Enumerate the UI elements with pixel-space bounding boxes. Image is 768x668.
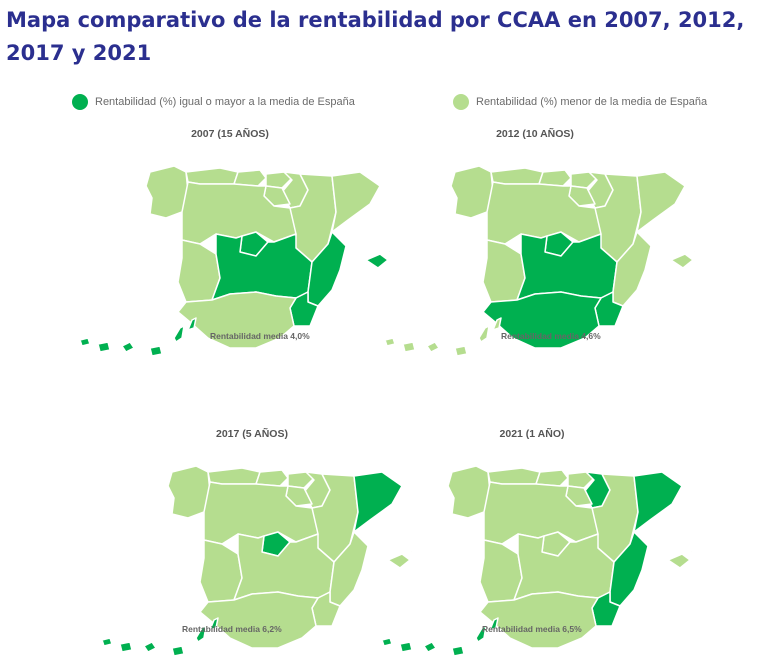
- region-cataluna: [633, 471, 683, 533]
- legend-below: Rentabilidad (%) menor de la media de Es…: [453, 94, 707, 110]
- region-asturias: [487, 467, 541, 485]
- region-pais-vasco: [265, 171, 293, 189]
- region-andalucia: [482, 291, 602, 349]
- spain-map: [79, 165, 390, 357]
- page-title: Mapa comparativo de la rentabilidad por …: [6, 8, 745, 65]
- region-baleares: [670, 248, 695, 269]
- legend-above-label: Rentabilidad (%) igual o mayor a la medi…: [95, 96, 355, 108]
- average-label: Rentabilidad media 4,6%: [501, 331, 601, 341]
- map-panel-2012: 2012 (10 AÑOS) Rentabilidad media 4,6%: [375, 128, 695, 368]
- panel-title: 2021 (1 AÑO): [499, 428, 565, 440]
- legend-above: Rentabilidad (%) igual o mayor a la medi…: [72, 94, 355, 110]
- legend-above-swatch: [72, 94, 88, 110]
- region-cataluna: [636, 171, 686, 233]
- region-cantabria: [535, 469, 569, 487]
- region-galicia: [145, 165, 189, 219]
- map-panel-2021: 2021 (1 AÑO) Rentabilidad media 6,5%: [372, 428, 692, 668]
- region-baleares: [365, 248, 390, 269]
- region-extremadura: [482, 239, 526, 303]
- region-asturias: [185, 167, 239, 185]
- legend-below-swatch: [453, 94, 469, 110]
- region-extremadura: [479, 539, 523, 603]
- region-andalucia: [199, 591, 319, 649]
- region-cataluna: [331, 171, 381, 233]
- panel-title: 2012 (10 AÑOS): [496, 128, 574, 140]
- legend-below-label: Rentabilidad (%) menor de la media de Es…: [476, 96, 708, 108]
- region-andalucia: [177, 291, 297, 349]
- panel-title: 2007 (15 AÑOS): [191, 128, 269, 140]
- region-baleares: [387, 548, 412, 569]
- region-galicia: [447, 465, 491, 519]
- map-panel-2007: 2007 (15 AÑOS) Rentabilidad media 4,0%: [70, 128, 390, 368]
- region-asturias: [207, 467, 261, 485]
- average-label: Rentabilidad media 6,2%: [182, 624, 282, 634]
- spain-map: [381, 465, 692, 657]
- region-cantabria: [538, 169, 572, 187]
- region-cantabria: [255, 469, 289, 487]
- region-extremadura: [177, 239, 221, 303]
- region-canarias: [101, 617, 219, 657]
- panel-title: 2017 (5 AÑOS): [216, 428, 288, 440]
- region-pais-vasco: [567, 471, 595, 489]
- region-asturias: [490, 167, 544, 185]
- region-baleares: [667, 548, 692, 569]
- spain-map: [384, 165, 695, 357]
- region-pais-vasco: [570, 171, 598, 189]
- region-extremadura: [199, 539, 243, 603]
- region-cataluna: [353, 471, 403, 533]
- region-andalucia: [479, 591, 599, 649]
- region-canarias: [384, 317, 502, 357]
- region-pais-vasco: [287, 471, 315, 489]
- spain-map: [101, 465, 412, 657]
- region-canarias: [79, 317, 197, 357]
- region-cantabria: [233, 169, 267, 187]
- average-label: Rentabilidad media 6,5%: [482, 624, 582, 634]
- average-label: Rentabilidad media 4,0%: [210, 331, 310, 341]
- map-panel-2017: 2017 (5 AÑOS) Rentabilidad media 6,2%: [92, 428, 412, 668]
- region-canarias: [381, 617, 499, 657]
- region-galicia: [167, 465, 211, 519]
- region-galicia: [450, 165, 494, 219]
